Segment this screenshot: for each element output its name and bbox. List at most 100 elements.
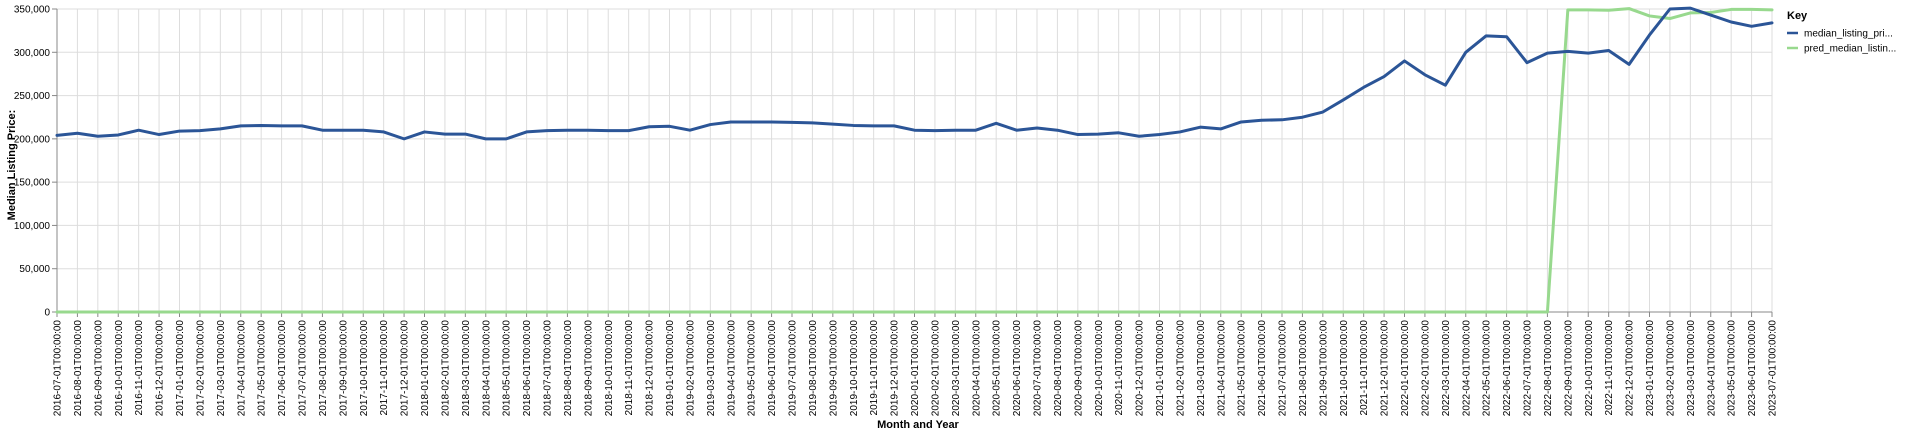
- x-tick-label: 2021-03-01T00:00:00: [1196, 320, 1207, 417]
- y-tick-label: 50,000: [19, 264, 50, 275]
- x-tick-label: 2016-07-01T00:00:00: [53, 320, 64, 417]
- x-tick-label: 2017-09-01T00:00:00: [338, 320, 349, 417]
- y-tick-label: 100,000: [14, 221, 51, 232]
- series-line-0: [55, 6, 1774, 141]
- x-tick-label: 2017-08-01T00:00:00: [318, 320, 329, 417]
- x-tick-label: 2020-02-01T00:00:00: [930, 320, 941, 417]
- x-tick-label: 2023-01-01T00:00:00: [1645, 320, 1656, 417]
- grid-lines: [56, 8, 1773, 313]
- x-tick-label: 2020-09-01T00:00:00: [1073, 320, 1084, 417]
- x-tick-label: 2020-08-01T00:00:00: [1053, 320, 1064, 417]
- x-tick-label: 2023-04-01T00:00:00: [1706, 320, 1717, 417]
- x-tick-label: 2019-06-01T00:00:00: [767, 320, 778, 417]
- x-axis-title: Month and Year: [877, 419, 959, 431]
- x-tick-label: 2018-03-01T00:00:00: [461, 320, 472, 417]
- x-tick-label: 2018-02-01T00:00:00: [440, 320, 451, 417]
- x-tick-label: 2017-12-01T00:00:00: [400, 320, 411, 417]
- x-tick-label: 2017-01-01T00:00:00: [175, 320, 186, 417]
- x-tick-label: 2021-08-01T00:00:00: [1298, 320, 1309, 417]
- legend-label: median_listing_pri...: [1804, 29, 1893, 40]
- x-tick-label: 2020-06-01T00:00:00: [1012, 320, 1023, 417]
- y-tick-label: 350,000: [14, 5, 51, 16]
- x-tick-label: 2020-11-01T00:00:00: [1114, 320, 1125, 416]
- legend-label: pred_median_listin...: [1804, 44, 1896, 55]
- x-tick-label: 2022-07-01T00:00:00: [1523, 320, 1534, 417]
- x-tick-label: 2021-12-01T00:00:00: [1380, 320, 1391, 417]
- x-tick-label: 2017-06-01T00:00:00: [277, 320, 288, 417]
- x-tick-label: 2021-02-01T00:00:00: [1175, 320, 1186, 417]
- x-tick-label: 2017-10-01T00:00:00: [359, 320, 370, 417]
- x-tick-label: 2022-05-01T00:00:00: [1482, 320, 1493, 417]
- x-tick-label: 2019-01-01T00:00:00: [665, 320, 676, 417]
- x-tick-label: 2017-07-01T00:00:00: [298, 320, 309, 417]
- x-axis: 2016-07-01T00:00:00 2016-08-01T00:00:00 20…: [53, 311, 1779, 417]
- y-tick-label: 300,000: [14, 48, 51, 59]
- x-tick-label: 2022-09-01T00:00:00: [1563, 320, 1574, 417]
- x-tick-label: 2021-05-01T00:00:00: [1237, 320, 1248, 417]
- x-tick-label: 2019-12-01T00:00:00: [890, 320, 901, 417]
- x-tick-label: 2021-11-01T00:00:00: [1359, 320, 1370, 416]
- x-tick-label: 2019-02-01T00:00:00: [685, 320, 696, 417]
- y-tick-label: 200,000: [14, 134, 51, 145]
- x-tick-label: 2018-06-01T00:00:00: [522, 320, 533, 417]
- x-tick-label: 2016-11-01T00:00:00: [134, 320, 145, 416]
- legend-title: Key: [1787, 10, 1808, 22]
- y-axis: 0 50,000 100,000 150,000 200,000 250,000 300,0…: [14, 5, 58, 319]
- x-tick-label: 2020-07-01T00:00:00: [1033, 320, 1044, 417]
- x-tick-label: 2022-04-01T00:00:00: [1461, 320, 1472, 417]
- legend-items: median_listing_pri... pred_median_listin.…: [1787, 29, 1896, 55]
- x-tick-label: 2016-12-01T00:00:00: [155, 320, 166, 417]
- y-axis-title: Median Listing Price:: [6, 110, 18, 221]
- x-tick-label: 2016-08-01T00:00:00: [73, 320, 84, 417]
- x-tick-label: 2018-05-01T00:00:00: [502, 320, 513, 417]
- x-tick-label: 2022-02-01T00:00:00: [1420, 320, 1431, 417]
- x-tick-label: 2017-11-01T00:00:00: [379, 320, 390, 416]
- x-tick-label: 2023-03-01T00:00:00: [1686, 320, 1697, 417]
- x-tick-label: 2019-10-01T00:00:00: [849, 320, 860, 417]
- x-tick-label: 2022-01-01T00:00:00: [1400, 320, 1411, 417]
- x-tick-label: 2020-01-01T00:00:00: [910, 320, 921, 417]
- x-tick-label: 2022-08-01T00:00:00: [1543, 320, 1554, 417]
- x-tick-label: 2018-11-01T00:00:00: [624, 320, 635, 416]
- x-tick-label: 2019-11-01T00:00:00: [869, 320, 880, 416]
- x-tick-label: 2021-06-01T00:00:00: [1257, 320, 1268, 417]
- x-tick-label: 2018-08-01T00:00:00: [563, 320, 574, 417]
- x-tick-label: 2022-10-01T00:00:00: [1584, 320, 1595, 417]
- x-tick-label: 2018-09-01T00:00:00: [583, 320, 594, 417]
- x-tick-label: 2020-03-01T00:00:00: [951, 320, 962, 417]
- x-tick-label: 2017-02-01T00:00:00: [195, 320, 206, 417]
- x-tick-label: 2016-09-01T00:00:00: [93, 320, 104, 417]
- x-tick-label: 2020-04-01T00:00:00: [971, 320, 982, 417]
- x-tick-label: 2022-06-01T00:00:00: [1502, 320, 1513, 417]
- x-tick-label: 2018-12-01T00:00:00: [645, 320, 656, 417]
- x-tick-label: 2018-10-01T00:00:00: [604, 320, 615, 417]
- series-line-1: [55, 7, 1774, 314]
- x-tick-label: 2017-05-01T00:00:00: [257, 320, 268, 417]
- x-tick-label: 2020-12-01T00:00:00: [1135, 320, 1146, 417]
- legend: Key median_listing_pri... pred_median_lis…: [1787, 10, 1896, 55]
- x-tick-label: 2019-08-01T00:00:00: [808, 320, 819, 417]
- x-tick-label: 2022-11-01T00:00:00: [1604, 320, 1615, 416]
- x-tick-label: 2019-04-01T00:00:00: [726, 320, 737, 417]
- x-tick-label: 2021-01-01T00:00:00: [1155, 320, 1166, 417]
- y-tick-label: 250,000: [14, 91, 51, 102]
- x-tick-label: 2019-05-01T00:00:00: [747, 320, 758, 417]
- x-tick-label: 2022-12-01T00:00:00: [1625, 320, 1636, 417]
- x-tick-label: 2017-04-01T00:00:00: [236, 320, 247, 417]
- x-tick-label: 2021-07-01T00:00:00: [1278, 320, 1289, 417]
- y-tick-label: 0: [44, 308, 50, 319]
- x-tick-label: 2023-06-01T00:00:00: [1747, 320, 1758, 417]
- x-tick-label: 2017-03-01T00:00:00: [216, 320, 227, 417]
- x-tick-label: 2019-03-01T00:00:00: [706, 320, 717, 417]
- x-tick-label: 2023-02-01T00:00:00: [1665, 320, 1676, 417]
- x-tick-label: 2022-03-01T00:00:00: [1441, 320, 1452, 417]
- y-tick-label: 150,000: [14, 178, 51, 189]
- x-tick-label: 2018-07-01T00:00:00: [543, 320, 554, 417]
- x-tick-label: 2021-09-01T00:00:00: [1318, 320, 1329, 417]
- x-tick-label: 2021-10-01T00:00:00: [1339, 320, 1350, 417]
- x-tick-label: 2019-07-01T00:00:00: [788, 320, 799, 417]
- x-tick-label: 2018-04-01T00:00:00: [481, 320, 492, 417]
- series-layer: [55, 6, 1774, 314]
- x-tick-label: 2020-05-01T00:00:00: [992, 320, 1003, 417]
